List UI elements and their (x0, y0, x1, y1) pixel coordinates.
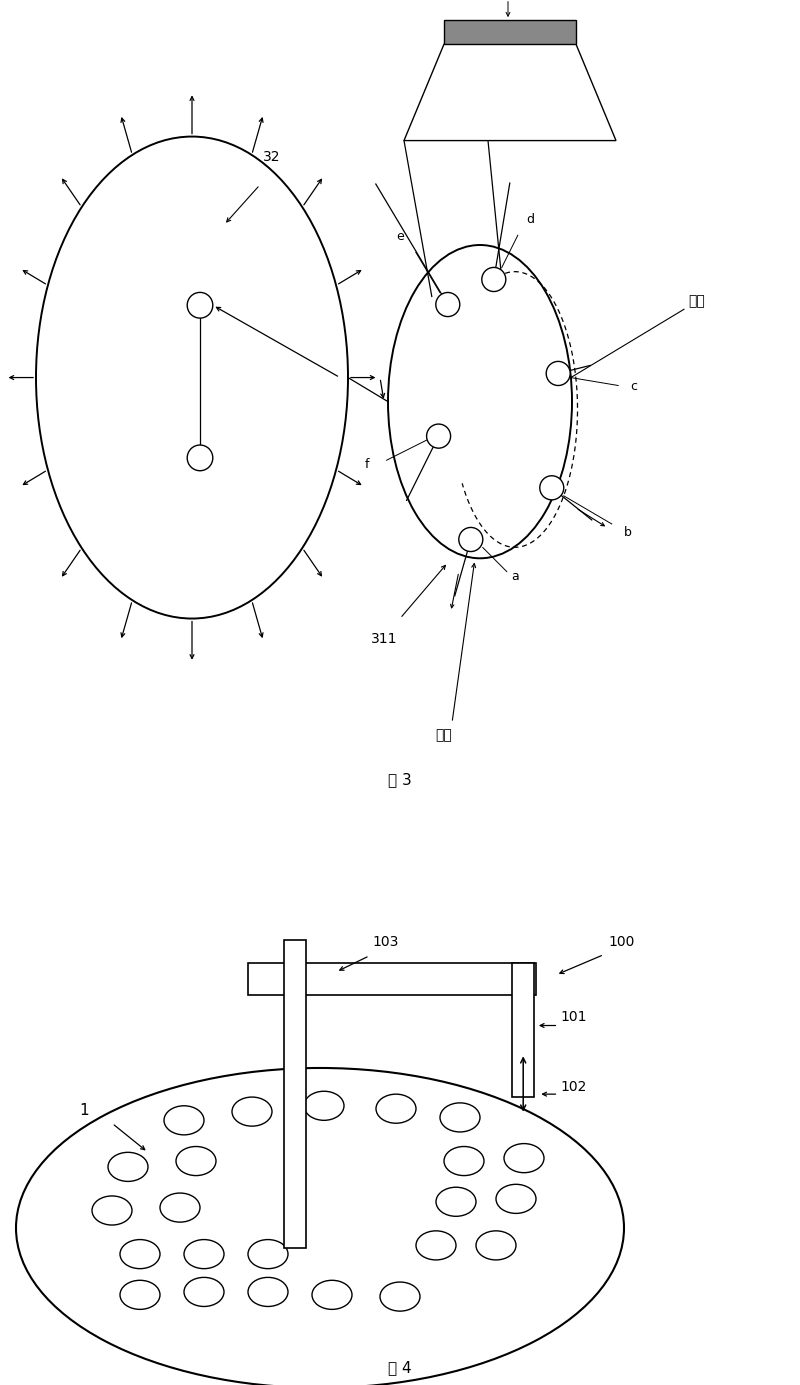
Circle shape (232, 1097, 272, 1126)
Circle shape (436, 292, 460, 317)
Circle shape (120, 1240, 160, 1269)
Circle shape (184, 1277, 224, 1306)
Circle shape (187, 445, 213, 471)
Circle shape (304, 1091, 344, 1120)
Text: 100: 100 (608, 935, 634, 949)
Text: 32: 32 (263, 150, 281, 163)
Bar (512, 964, 534, 1097)
Circle shape (459, 528, 483, 551)
Text: 图 3: 图 3 (388, 771, 412, 787)
Circle shape (176, 1147, 216, 1176)
Circle shape (160, 1192, 200, 1222)
Text: a: a (511, 569, 518, 583)
Circle shape (546, 361, 570, 385)
Text: 311: 311 (370, 632, 398, 645)
Text: 1: 1 (79, 1102, 89, 1118)
Circle shape (436, 1187, 476, 1216)
Circle shape (426, 424, 450, 449)
Text: 312: 312 (495, 0, 521, 17)
Text: f: f (364, 458, 369, 471)
Text: e: e (396, 230, 404, 244)
Text: b: b (624, 526, 632, 539)
Polygon shape (404, 44, 616, 141)
Circle shape (248, 1240, 288, 1269)
Circle shape (440, 1102, 480, 1132)
Circle shape (187, 292, 213, 319)
Circle shape (444, 1147, 484, 1176)
Text: 102: 102 (560, 1080, 586, 1094)
Text: 图 4: 图 4 (388, 1360, 412, 1375)
Bar (248, 964, 536, 996)
Text: c: c (630, 379, 637, 392)
Circle shape (540, 476, 564, 500)
Circle shape (164, 1105, 204, 1134)
Circle shape (108, 1152, 148, 1181)
Polygon shape (444, 21, 576, 44)
Circle shape (496, 1184, 536, 1213)
Text: 103: 103 (372, 935, 398, 949)
Circle shape (120, 1280, 160, 1309)
Circle shape (376, 1094, 416, 1123)
Circle shape (504, 1144, 544, 1173)
Circle shape (184, 1240, 224, 1269)
Text: d: d (526, 213, 534, 226)
Bar (284, 940, 306, 1248)
Circle shape (312, 1280, 352, 1309)
Text: 载气: 载气 (688, 294, 705, 309)
Text: 样品: 样品 (436, 729, 452, 742)
Circle shape (380, 1283, 420, 1312)
Circle shape (482, 267, 506, 291)
Text: 101: 101 (560, 1011, 586, 1025)
Circle shape (92, 1197, 132, 1226)
Circle shape (476, 1231, 516, 1260)
Circle shape (416, 1231, 456, 1260)
Circle shape (248, 1277, 288, 1306)
